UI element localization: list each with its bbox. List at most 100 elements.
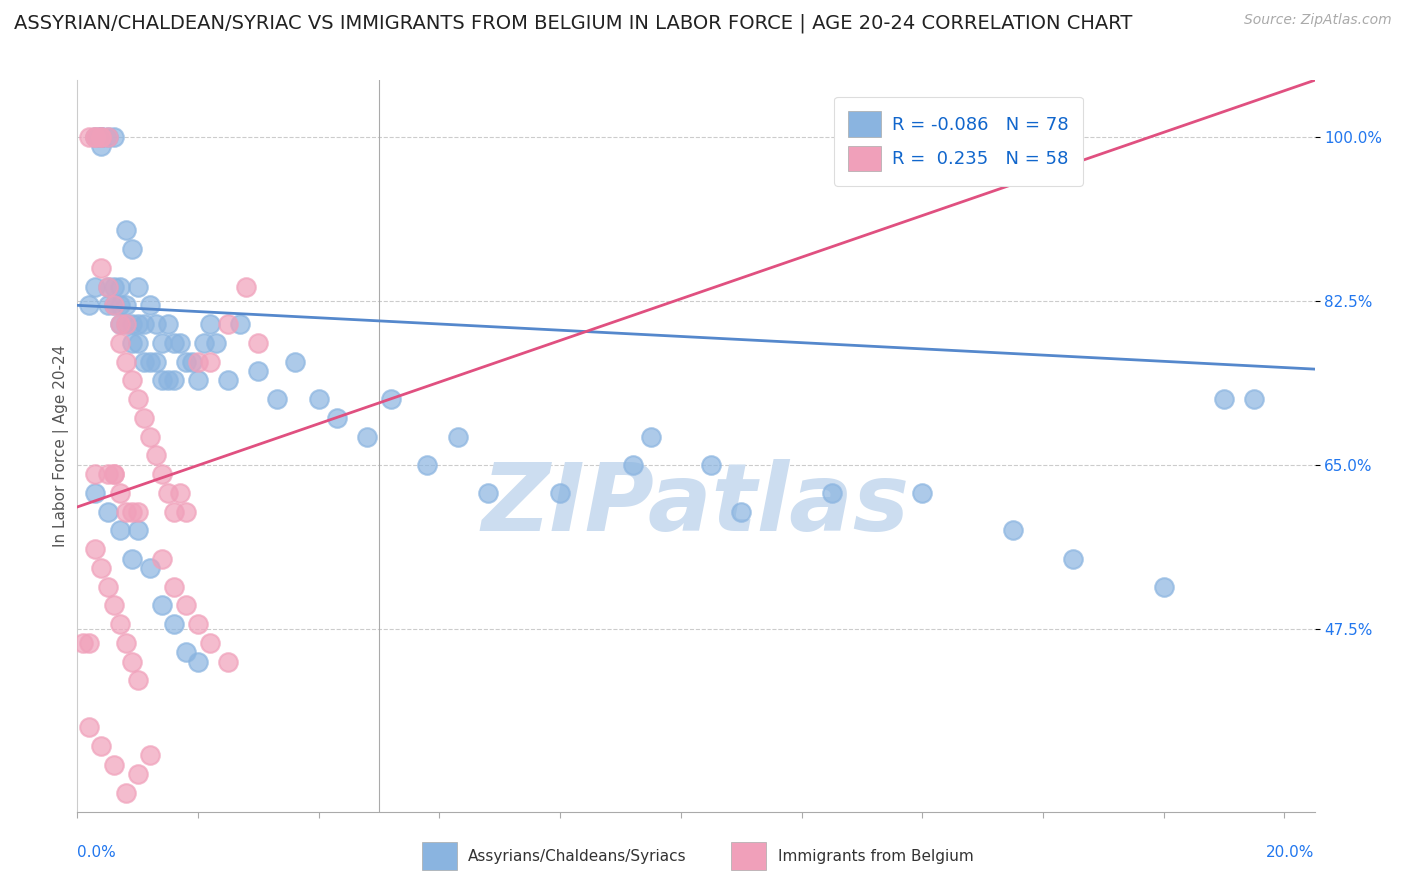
Point bbox=[139, 561, 162, 575]
Point bbox=[114, 636, 136, 650]
Point bbox=[235, 279, 257, 293]
Point bbox=[79, 129, 101, 144]
Point bbox=[205, 335, 228, 350]
Point bbox=[79, 298, 101, 312]
Point bbox=[198, 636, 221, 650]
Text: 20.0%: 20.0% bbox=[1267, 845, 1315, 860]
Point bbox=[90, 129, 112, 144]
Point bbox=[266, 392, 288, 406]
Point bbox=[96, 580, 118, 594]
Point bbox=[108, 524, 131, 538]
Point bbox=[1213, 392, 1236, 406]
Point bbox=[108, 486, 131, 500]
Point bbox=[108, 317, 131, 331]
Point bbox=[127, 317, 149, 331]
Point bbox=[84, 129, 107, 144]
Point bbox=[217, 655, 239, 669]
Point bbox=[108, 279, 131, 293]
Point bbox=[90, 129, 112, 144]
FancyBboxPatch shape bbox=[731, 842, 766, 871]
Legend: R = -0.086   N = 78, R =  0.235   N = 58: R = -0.086 N = 78, R = 0.235 N = 58 bbox=[834, 96, 1083, 186]
Point bbox=[247, 335, 270, 350]
Point bbox=[169, 486, 191, 500]
Point bbox=[139, 429, 162, 443]
Point bbox=[1001, 524, 1024, 538]
Point bbox=[284, 354, 307, 368]
Point bbox=[132, 317, 155, 331]
Point bbox=[84, 542, 107, 557]
Point bbox=[187, 617, 209, 632]
Text: ZIPatlas: ZIPatlas bbox=[482, 458, 910, 550]
Point bbox=[181, 354, 204, 368]
Point bbox=[145, 449, 167, 463]
Point bbox=[84, 279, 107, 293]
Point bbox=[163, 580, 186, 594]
Point bbox=[187, 373, 209, 387]
Point bbox=[198, 317, 221, 331]
Point bbox=[229, 317, 252, 331]
Point bbox=[84, 129, 107, 144]
Point bbox=[90, 129, 112, 144]
Point bbox=[174, 645, 197, 659]
Point bbox=[821, 486, 844, 500]
Point bbox=[247, 364, 270, 378]
Point bbox=[193, 335, 215, 350]
Point bbox=[103, 599, 125, 613]
Point bbox=[132, 354, 155, 368]
Point bbox=[96, 279, 118, 293]
Y-axis label: In Labor Force | Age 20-24: In Labor Force | Age 20-24 bbox=[53, 345, 69, 547]
Point bbox=[163, 335, 186, 350]
Point bbox=[114, 505, 136, 519]
Point bbox=[640, 429, 662, 443]
Point bbox=[139, 748, 162, 763]
Point bbox=[96, 279, 118, 293]
Point bbox=[96, 129, 118, 144]
Point bbox=[114, 298, 136, 312]
Point bbox=[446, 429, 468, 443]
Point bbox=[114, 223, 136, 237]
Point bbox=[416, 458, 439, 472]
Point bbox=[90, 139, 112, 153]
Point bbox=[150, 373, 173, 387]
Point bbox=[187, 354, 209, 368]
Point bbox=[79, 636, 101, 650]
Point bbox=[121, 551, 143, 566]
Point bbox=[217, 317, 239, 331]
Point bbox=[730, 505, 752, 519]
Point bbox=[96, 129, 118, 144]
Point bbox=[108, 617, 131, 632]
Point bbox=[84, 486, 107, 500]
Text: Source: ZipAtlas.com: Source: ZipAtlas.com bbox=[1244, 13, 1392, 28]
Point bbox=[198, 354, 221, 368]
Point bbox=[127, 335, 149, 350]
Point bbox=[163, 505, 186, 519]
Point bbox=[121, 655, 143, 669]
Point bbox=[911, 486, 934, 500]
Point bbox=[121, 373, 143, 387]
Point bbox=[380, 392, 402, 406]
Point bbox=[127, 392, 149, 406]
Point bbox=[156, 486, 179, 500]
Point bbox=[114, 317, 136, 331]
Point bbox=[96, 298, 118, 312]
Point bbox=[103, 467, 125, 482]
Point bbox=[163, 373, 186, 387]
Point bbox=[121, 335, 143, 350]
Point bbox=[169, 335, 191, 350]
Point bbox=[163, 617, 186, 632]
Point bbox=[621, 458, 644, 472]
Point bbox=[114, 786, 136, 800]
Point bbox=[139, 298, 162, 312]
Point bbox=[108, 335, 131, 350]
Point bbox=[174, 599, 197, 613]
Point bbox=[217, 373, 239, 387]
Text: 0.0%: 0.0% bbox=[77, 845, 117, 860]
Point bbox=[174, 354, 197, 368]
Point bbox=[103, 298, 125, 312]
Point bbox=[103, 279, 125, 293]
Point bbox=[356, 429, 378, 443]
Point bbox=[145, 354, 167, 368]
Point bbox=[548, 486, 571, 500]
Point bbox=[127, 279, 149, 293]
Point bbox=[90, 129, 112, 144]
